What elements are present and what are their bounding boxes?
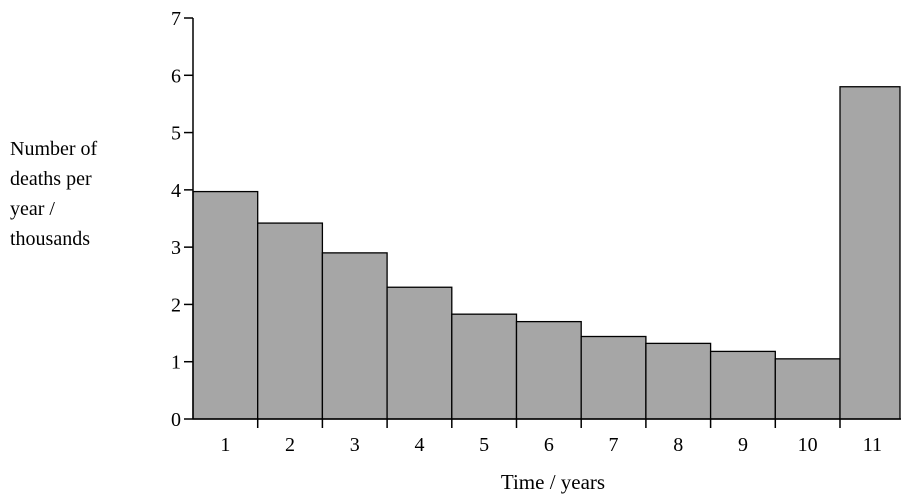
y-tick-label: 4 xyxy=(171,180,181,202)
y-ticks-group: 0 1 2 3 4 5 6 7 xyxy=(171,8,193,431)
bar-10 xyxy=(774,358,841,420)
x-ticks-group: 1 2 3 4 5 6 7 8 9 10 11 xyxy=(220,419,882,456)
bar-11 xyxy=(839,86,901,420)
x-tick-label: 4 xyxy=(414,434,424,456)
x-tick-label: 11 xyxy=(863,434,882,456)
y-axis-label-line: deaths per xyxy=(10,168,92,190)
y-axis-label-line: thousands xyxy=(10,228,90,250)
x-tick-label: 9 xyxy=(738,434,748,456)
y-axis-label: Number of deaths per year / thousands xyxy=(10,134,97,254)
axes-group xyxy=(192,18,901,420)
x-tick-label: 5 xyxy=(479,434,489,456)
bar-7 xyxy=(580,335,647,420)
bar-1 xyxy=(192,190,259,420)
bar-3 xyxy=(321,252,388,420)
x-tick-label: 1 xyxy=(220,434,230,456)
x-tick-label: 3 xyxy=(350,434,360,456)
x-tick-label: 10 xyxy=(798,434,818,456)
bar-2 xyxy=(257,222,324,420)
y-axis-label-line: year / xyxy=(10,198,55,220)
y-tick-label: 0 xyxy=(171,409,181,431)
y-tick-label: 6 xyxy=(171,65,181,87)
y-axis-label-line: Number of xyxy=(10,138,98,160)
bar-8 xyxy=(645,342,712,420)
bar-4 xyxy=(386,286,453,420)
y-tick-label: 7 xyxy=(171,8,181,30)
x-tick-label: 8 xyxy=(673,434,683,456)
bar-6 xyxy=(515,320,582,420)
bar-9 xyxy=(709,350,776,420)
y-tick-label: 1 xyxy=(171,352,181,374)
x-axis-label: Time / years xyxy=(501,470,605,494)
y-tick-label: 3 xyxy=(171,237,181,259)
x-tick-label: 6 xyxy=(544,434,554,456)
x-tick-label: 7 xyxy=(609,434,619,456)
bar-5 xyxy=(451,313,518,420)
y-tick-label: 2 xyxy=(171,294,181,316)
bars-group xyxy=(192,86,901,420)
y-tick-label: 5 xyxy=(171,123,181,145)
x-tick-label: 2 xyxy=(285,434,295,456)
